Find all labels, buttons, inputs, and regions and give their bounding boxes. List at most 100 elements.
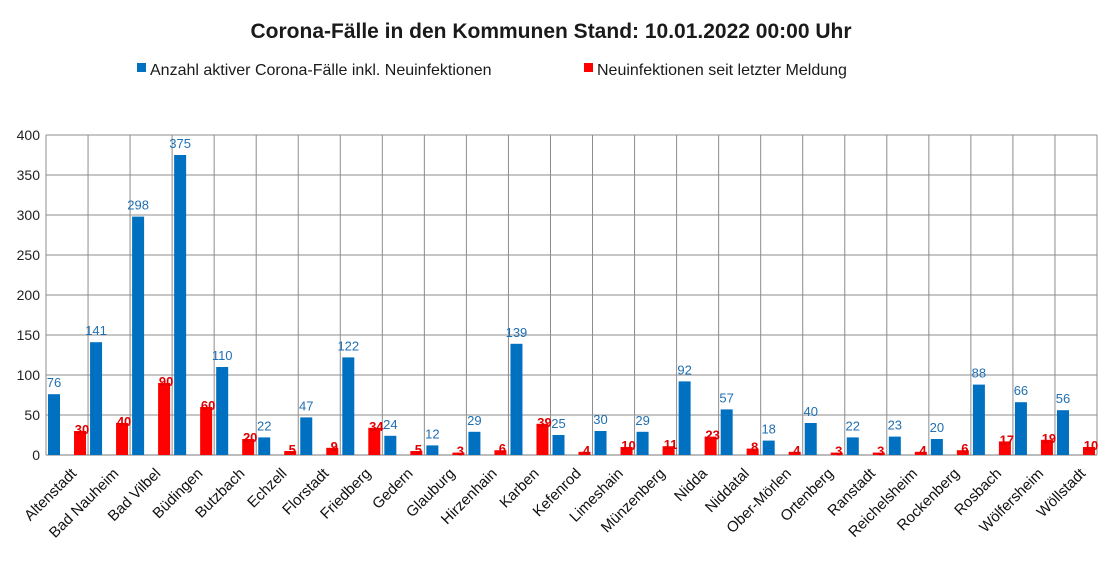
data-label-new-infections: 23: [705, 428, 719, 443]
bar-new-infections: [494, 450, 507, 455]
bar-active-cases: [888, 436, 901, 455]
bar-new-infections: [74, 431, 87, 455]
data-label-new-infections: 39: [537, 415, 551, 430]
bar-active-cases: [762, 440, 775, 455]
data-label-new-infections: 20: [243, 430, 257, 445]
data-label-active-cases: 92: [677, 362, 691, 377]
data-label-new-infections: 6: [961, 441, 968, 456]
chart-title: Corona-Fälle in den Kommunen Stand: 10.0…: [251, 20, 852, 43]
bar-new-infections: [914, 451, 927, 455]
bars: [48, 155, 1095, 455]
y-tick-label: 100: [17, 367, 41, 383]
bar-new-infections: [242, 439, 255, 455]
bar-new-infections: [368, 427, 381, 455]
data-label-active-cases: 22: [257, 418, 271, 433]
data-label-new-infections: 11: [664, 437, 678, 452]
data-label-new-infections: 3: [877, 444, 884, 459]
bar-active-cases: [132, 216, 145, 455]
bar-new-infections: [536, 423, 549, 455]
y-tick-label: 150: [17, 327, 41, 343]
bar-active-cases: [174, 155, 187, 455]
data-label-active-cases: 375: [169, 136, 191, 151]
legend-label-new-infections: Neuinfektionen seit letzter Meldung: [597, 62, 847, 79]
data-label-active-cases: 24: [383, 417, 397, 432]
bar-active-cases: [1014, 402, 1027, 455]
bar-new-infections: [662, 446, 675, 455]
legend-swatch-active-cases: [137, 63, 146, 72]
bar-active-cases: [1056, 410, 1069, 455]
data-label-active-cases: 30: [593, 412, 607, 427]
data-label-active-cases: 47: [299, 398, 313, 413]
data-label-active-cases: 20: [930, 420, 944, 435]
bar-new-infections: [788, 451, 801, 455]
bar-new-infections: [1040, 439, 1053, 455]
data-label-new-infections: 34: [369, 419, 384, 434]
data-label-new-infections: 3: [457, 444, 464, 459]
data-label-new-infections: 4: [793, 443, 801, 458]
bar-active-cases: [930, 439, 943, 455]
y-tick-label: 50: [24, 407, 40, 423]
data-label-new-infections: 4: [919, 443, 927, 458]
data-label-active-cases: 141: [85, 323, 107, 338]
bar-active-cases: [48, 394, 61, 455]
data-label-new-infections: 6: [499, 441, 506, 456]
data-label-new-infections: 5: [415, 442, 422, 457]
bar-active-cases: [552, 435, 565, 455]
grid-lines: [45, 134, 1098, 456]
bar-new-infections: [452, 452, 465, 455]
data-label-active-cases: 56: [1056, 391, 1070, 406]
data-label-active-cases: 88: [972, 366, 986, 381]
bar-active-cases: [426, 445, 439, 455]
y-tick-label: 250: [17, 247, 41, 263]
data-label-new-infections: 9: [331, 439, 338, 454]
legend-swatch-new-infections: [584, 63, 593, 72]
data-label-new-infections: 90: [159, 374, 173, 389]
data-label-active-cases: 29: [635, 413, 649, 428]
data-label-active-cases: 25: [551, 416, 565, 431]
data-label-new-infections: 10: [1084, 438, 1098, 453]
bar-new-infections: [704, 436, 717, 455]
data-label-active-cases: 18: [761, 422, 775, 437]
data-label-new-infections: 40: [117, 414, 131, 429]
bar-new-infections: [1082, 447, 1095, 455]
bar-active-cases: [216, 367, 229, 455]
bar-active-cases: [468, 431, 481, 455]
y-tick-label: 400: [17, 127, 41, 143]
bar-new-infections: [746, 448, 759, 455]
data-label-active-cases: 298: [127, 198, 149, 213]
bar-new-infections: [158, 383, 171, 455]
y-tick-label: 350: [17, 167, 41, 183]
bar-new-infections: [326, 447, 339, 455]
bar-active-cases: [258, 437, 271, 455]
y-tick-label: 200: [17, 287, 41, 303]
y-tick-label: 0: [32, 447, 40, 463]
data-label-new-infections: 19: [1042, 431, 1056, 446]
y-axis: 0 50 100 150 200 250 300 350 400: [17, 127, 41, 463]
x-tick-label: Nidda: [671, 465, 711, 505]
data-label-active-cases: 22: [846, 418, 860, 433]
bar-new-infections: [956, 450, 969, 455]
bar-new-infections: [998, 441, 1011, 455]
bar-active-cases: [300, 417, 313, 455]
bar-active-cases: [510, 343, 523, 455]
bar-active-cases: [678, 381, 691, 455]
data-label-active-cases: 40: [804, 404, 818, 419]
bar-new-infections: [578, 451, 591, 455]
data-label-active-cases: 66: [1014, 383, 1028, 398]
data-label-new-infections: 30: [75, 422, 89, 437]
data-label-active-cases: 139: [506, 325, 528, 340]
data-label-active-cases: 23: [888, 418, 902, 433]
legend-label-active-cases: Anzahl aktiver Corona-Fälle inkl. Neuinf…: [150, 62, 492, 79]
y-tick-label: 300: [17, 207, 41, 223]
data-label-new-infections: 4: [583, 443, 591, 458]
data-label-active-cases: 29: [467, 413, 481, 428]
bar-active-cases: [846, 437, 859, 455]
data-label-active-cases: 122: [337, 338, 359, 353]
bar-new-infections: [872, 452, 885, 455]
bar-active-cases: [720, 409, 733, 455]
bar-new-infections: [410, 451, 423, 455]
data-label-new-infections: 60: [201, 398, 215, 413]
